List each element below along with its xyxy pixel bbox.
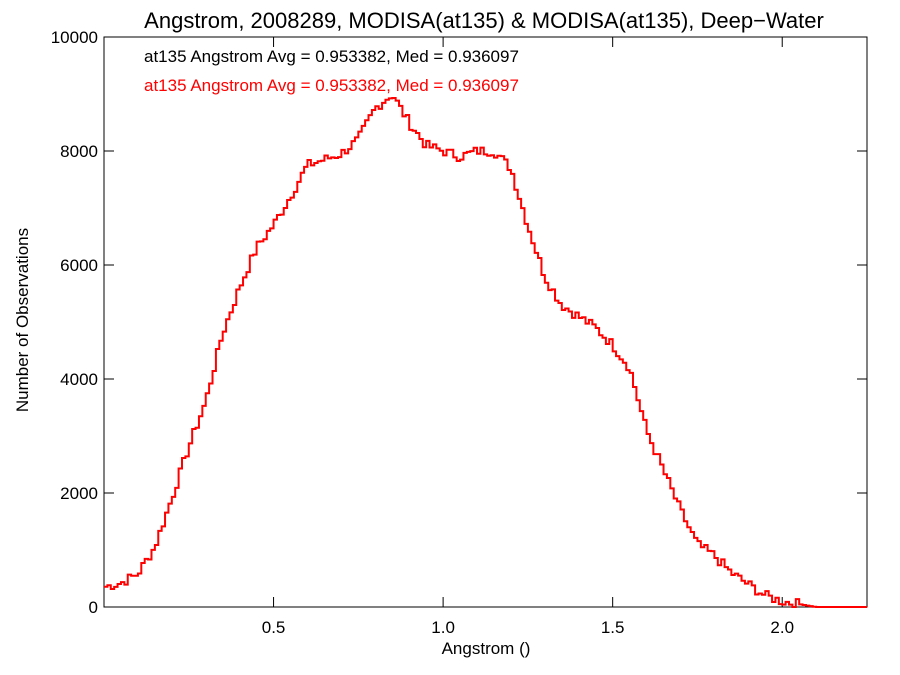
- annotation-stats-red: at135 Angstrom Avg = 0.953382, Med = 0.9…: [144, 76, 519, 95]
- y-tick-label: 4000: [60, 370, 98, 389]
- y-tick-label: 6000: [60, 256, 98, 275]
- annotation-stats-black: at135 Angstrom Avg = 0.953382, Med = 0.9…: [144, 47, 519, 66]
- y-tick-label: 0: [89, 598, 98, 617]
- x-tick-label: 1.5: [601, 618, 625, 637]
- x-axis-label: Angstrom (): [442, 639, 531, 658]
- y-tick-label: 2000: [60, 484, 98, 503]
- y-tick-label: 10000: [51, 28, 98, 47]
- x-tick-label: 1.0: [431, 618, 455, 637]
- y-axis-ticks: 0 2000 4000 6000 8000 10000: [51, 28, 867, 617]
- chart-title: Angstrom, 2008289, MODISA(at135) & MODIS…: [144, 8, 824, 33]
- y-tick-label: 8000: [60, 142, 98, 161]
- x-tick-label: 0.5: [262, 618, 286, 637]
- plot-area-frame: [103, 36, 868, 608]
- x-tick-label: 2.0: [770, 618, 794, 637]
- y-axis-label: Number of Observations: [13, 228, 32, 412]
- histogram-series-line: [104, 96, 867, 608]
- x-axis-ticks: 0.5 1.0 1.5 2.0: [262, 37, 794, 637]
